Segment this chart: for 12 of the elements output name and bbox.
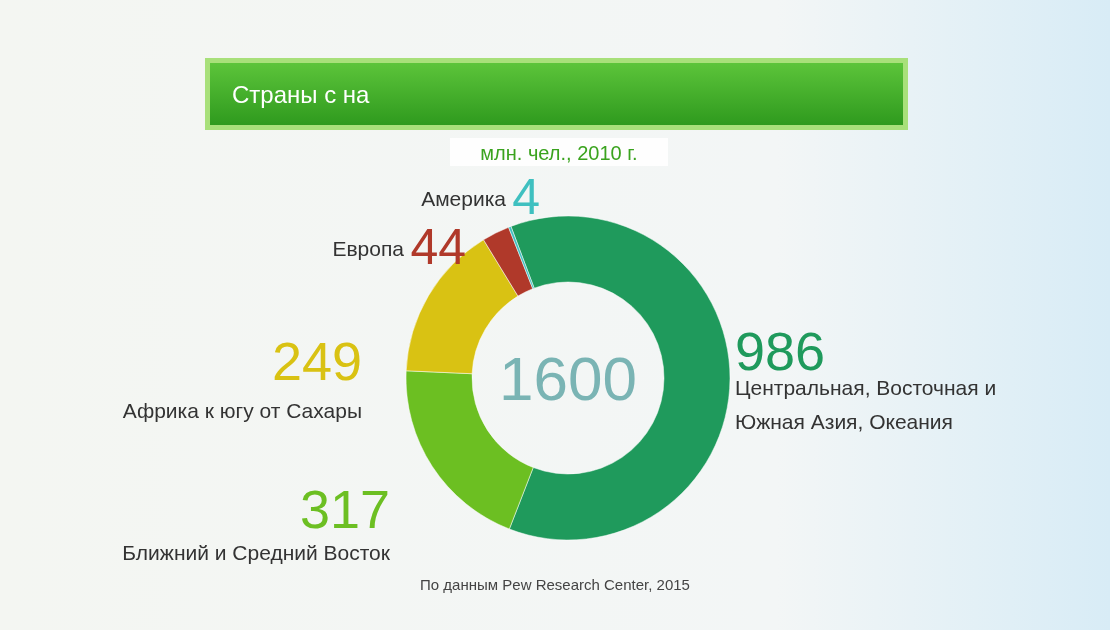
chart-title: Страны с на [232,81,371,108]
data-label: 249 [271,331,362,391]
slice-label: Африка к югу от Сахары [122,399,362,422]
text: 1600 [499,344,637,413]
slice-label: Ближний и Средний Восток [122,541,391,564]
data-label: 44 [410,219,466,275]
text: По данным Pew Research Center, 2015 [420,576,690,593]
slice-label: Европа [332,237,405,260]
chart-subtitle: млн. чел., 2010 г. [480,142,638,164]
slice-label: Америка [421,187,507,210]
data-label: 317 [299,479,390,539]
data-label: 4 [512,169,540,225]
